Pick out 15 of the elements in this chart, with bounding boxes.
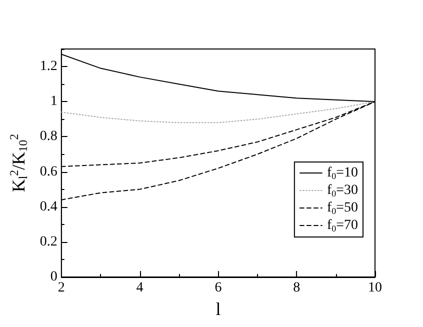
x-axis-title: l	[216, 298, 221, 319]
y-tick-label: 0	[50, 270, 58, 284]
x-tick-label: 4	[136, 280, 144, 296]
y-tick-label: 1	[50, 94, 58, 110]
y-tick-label: 0.6	[40, 164, 58, 180]
y-tick-label: 1.2	[40, 59, 58, 74]
line-series	[60, 101, 376, 124]
x-tick-label: 6	[214, 280, 222, 296]
x-tick-label: 8	[293, 280, 300, 296]
y-tick-label: 0.2	[40, 234, 58, 250]
x-tick-label: 10	[368, 280, 382, 296]
y-axis-title: Kl2/K102	[7, 134, 30, 192]
y-tick-label: 0.4	[40, 199, 58, 214]
y-tick-label: 0.8	[40, 129, 58, 144]
x-tick-label: 2	[58, 280, 65, 296]
